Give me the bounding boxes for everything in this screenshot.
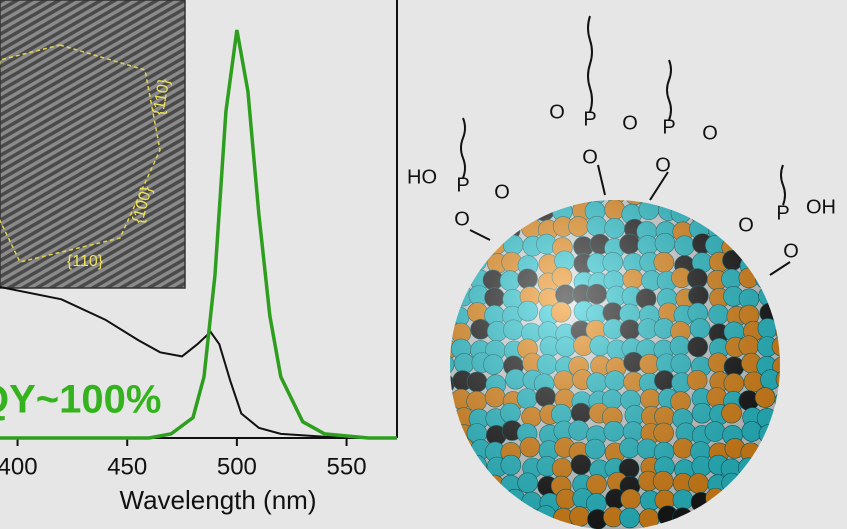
inset-image [0,0,186,289]
chain [666,59,672,121]
molecule-label: O [622,112,638,134]
molecule-label: O [454,208,470,230]
molecule-label: O [783,240,799,262]
annotation: QY~100% [0,378,161,422]
molecule-label: O [494,181,510,203]
x-axis-label: Wavelength (nm) [120,485,317,515]
molecule-label: P [456,174,469,196]
x-tick-label: 500 [217,453,257,480]
chain [587,15,593,113]
molecule-label: HO [407,166,437,188]
chain [460,117,466,179]
spectrum-line [0,29,397,440]
x-tick-label: 400 [0,453,38,480]
bond [469,164,791,276]
molecule-label: O [582,146,598,168]
molecule-label: O [655,154,671,176]
facet-label: {110} [150,77,173,116]
facet-outline [0,44,161,263]
molecule-label: P [662,116,675,138]
chain [780,164,786,206]
molecule-label: OH [806,196,836,218]
molecule-label: O [702,122,718,144]
facet-label: {110} [67,253,104,270]
ligands [460,15,791,276]
molecule-label: P [776,202,789,224]
molecule-label: O [549,101,565,123]
x-tick-label: 550 [327,453,367,480]
molecule-label: P [583,108,596,130]
nanocrystal-shade [450,200,780,529]
x-tick-label: 450 [107,453,147,480]
molecule-label: O [738,214,754,236]
